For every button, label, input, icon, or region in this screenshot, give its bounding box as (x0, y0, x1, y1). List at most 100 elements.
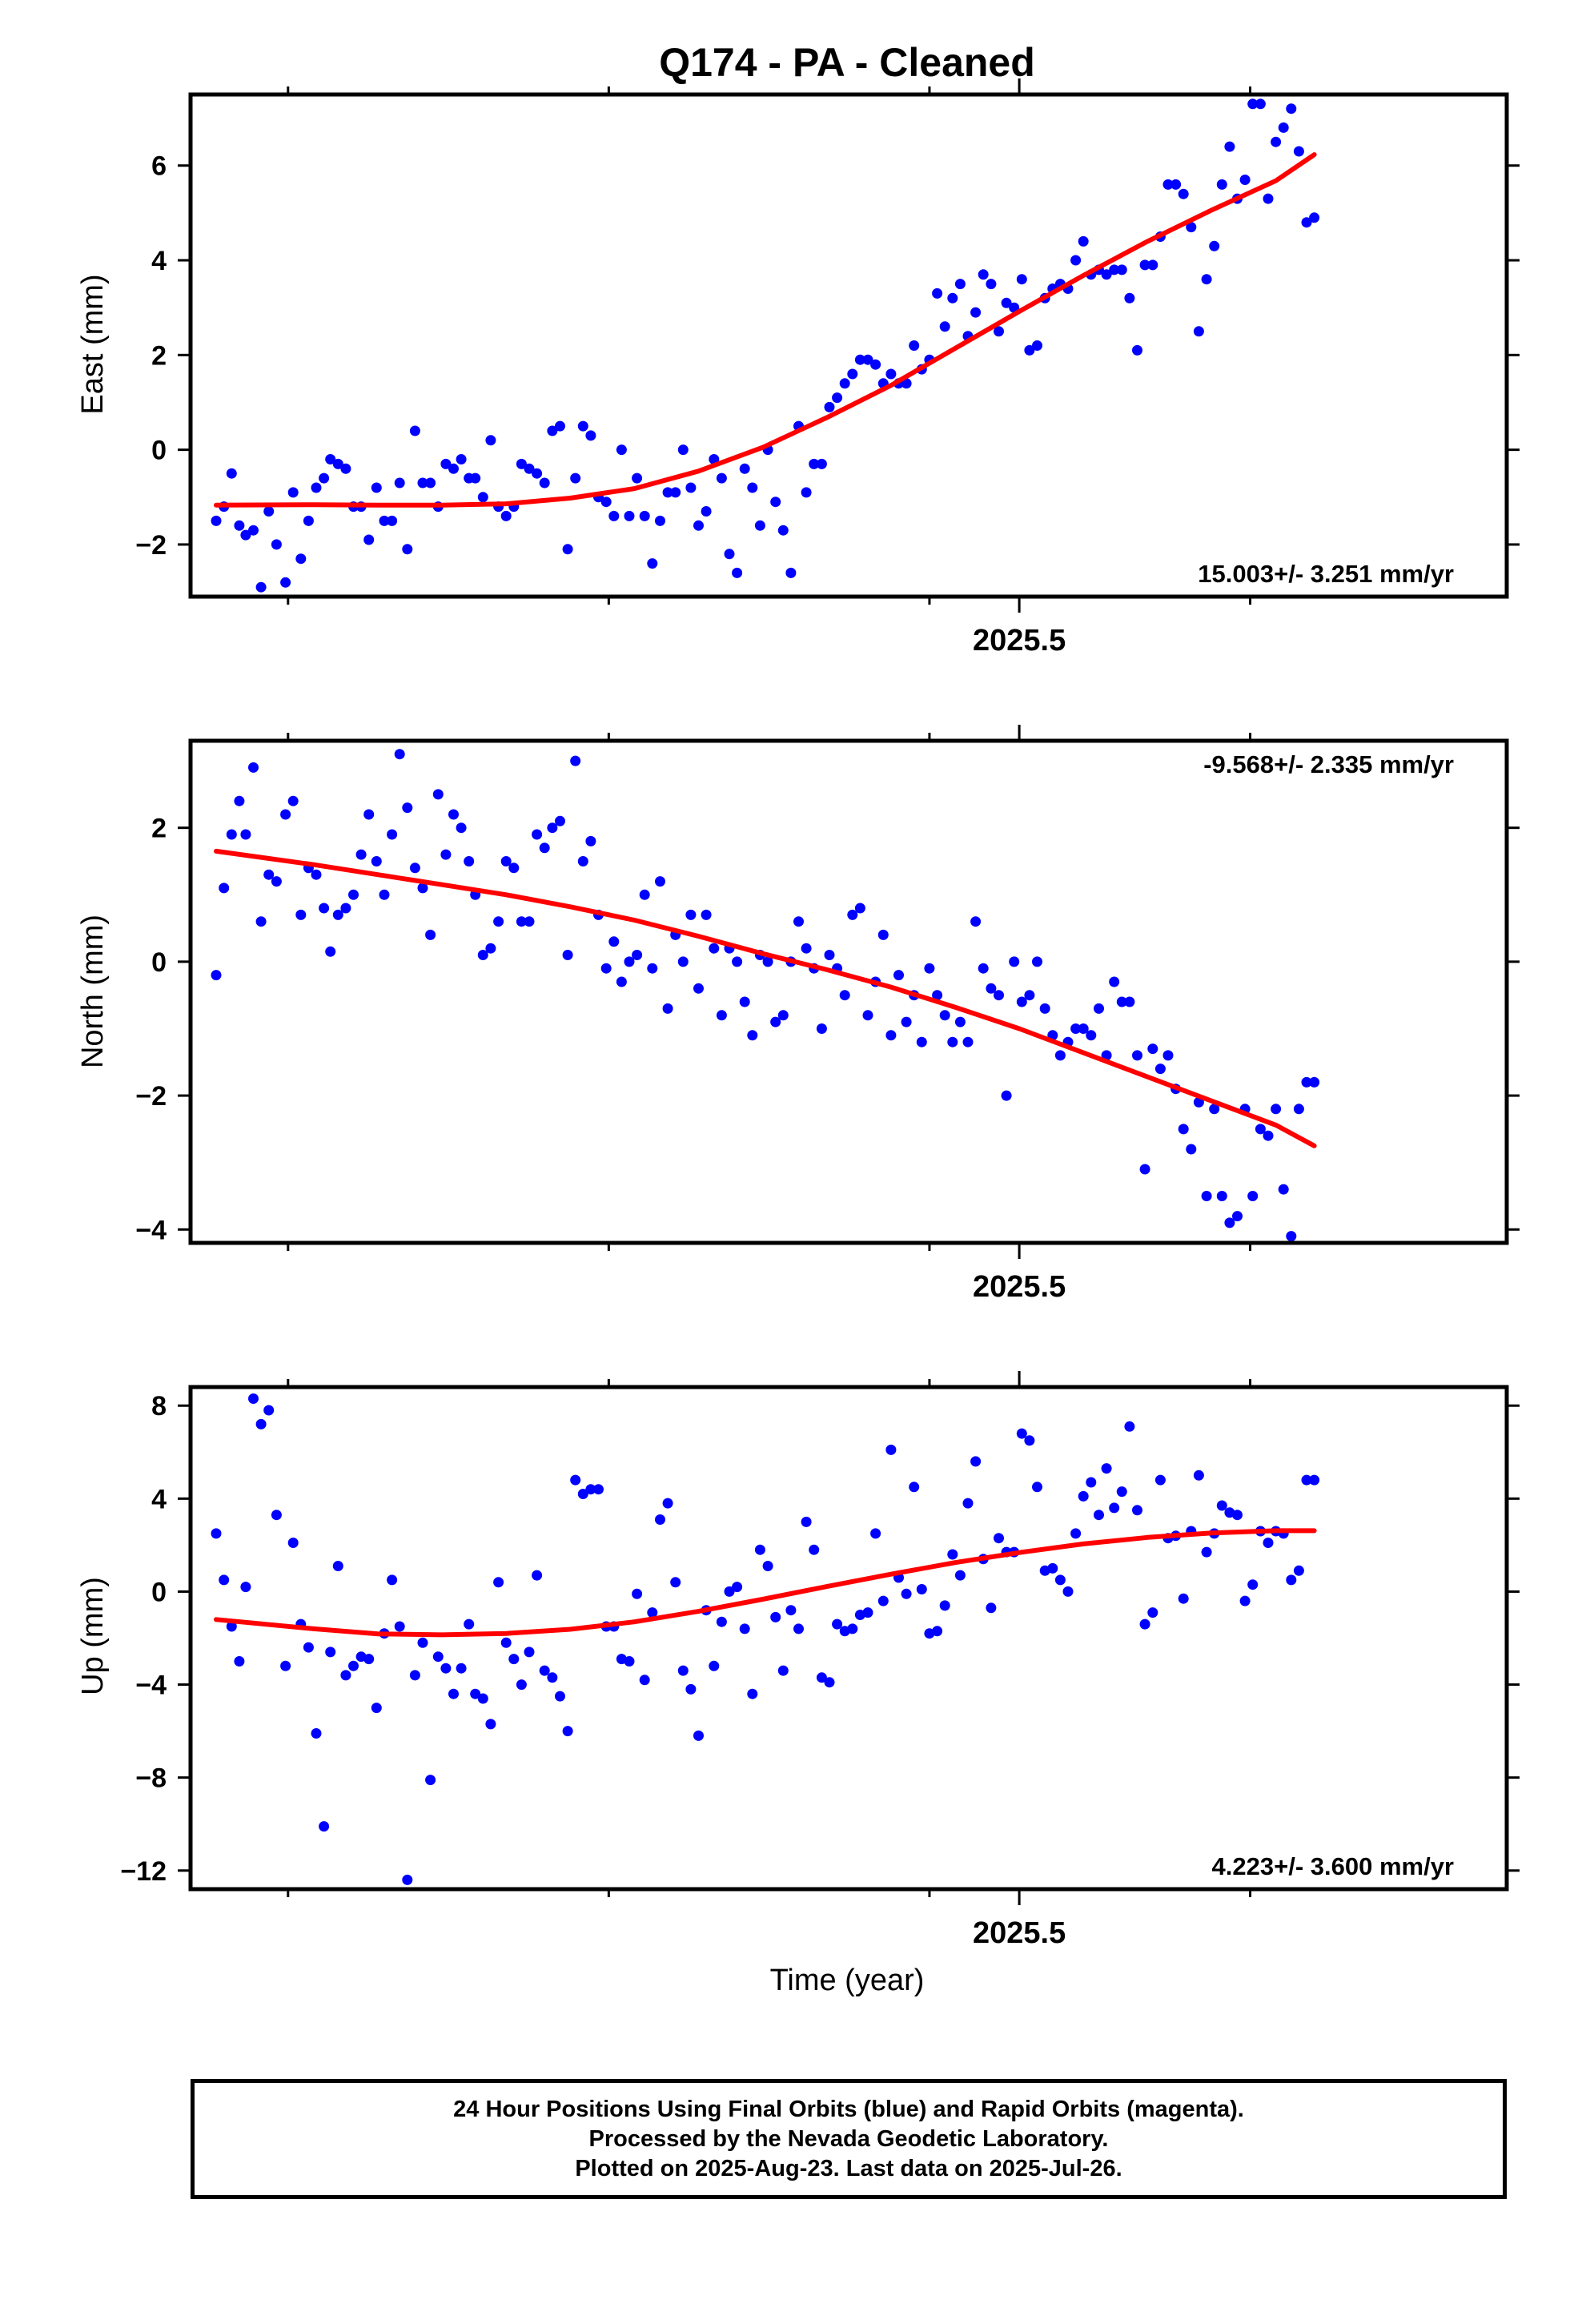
data-point (234, 1656, 245, 1667)
data-point (1132, 1050, 1142, 1061)
data-point (608, 510, 620, 521)
data-point (1232, 1211, 1243, 1222)
data-point (524, 463, 535, 474)
velocity-label: -9.568+/- 2.335 mm/yr (1203, 750, 1454, 778)
y-tick-label: 0 (151, 436, 167, 466)
data-point (670, 1577, 681, 1588)
data-point (608, 936, 620, 947)
data-point (1154, 1474, 1166, 1486)
data-point (432, 1651, 444, 1663)
y-axis-label: North (mm) (76, 915, 110, 1068)
data-point (371, 1703, 382, 1714)
data-point (1278, 1184, 1289, 1195)
data-point (916, 1036, 927, 1047)
data-point (1101, 1463, 1112, 1474)
data-point (303, 515, 314, 526)
footer-line-2: Processed by the Nevada Geodetic Laborat… (588, 2125, 1109, 2152)
data-point (319, 472, 330, 484)
panel-up: −12 −8 −4 0 4 8 2025.5 Up (mm) 4.223+/- 3.600 mm… (76, 1371, 1520, 1950)
velocity-label: 15.003+/- 3.251 mm/yr (1198, 560, 1454, 588)
data-point (862, 1010, 873, 1021)
data-point (1009, 956, 1020, 967)
data-point (1139, 1618, 1150, 1630)
data-point (1078, 235, 1089, 247)
data-point (832, 1618, 843, 1630)
data-point (632, 1588, 643, 1599)
x-tick-label: 2025.5 (973, 1916, 1066, 1950)
data-point (493, 1577, 504, 1588)
data-point (1209, 1104, 1220, 1115)
data-point (862, 1607, 873, 1618)
data-point (1116, 996, 1127, 1007)
data-point (1032, 340, 1042, 351)
data-point (448, 809, 459, 820)
data-point (932, 1626, 943, 1637)
y-tick-label: 0 (151, 947, 167, 978)
data-point (562, 950, 573, 960)
data-point (363, 1654, 375, 1665)
data-point (877, 929, 889, 940)
data-point (1271, 1104, 1282, 1115)
data-point (801, 487, 812, 498)
data-point (585, 1484, 596, 1495)
data-point (379, 515, 390, 526)
data-point (1016, 274, 1027, 285)
data-point (255, 581, 267, 593)
data-point (325, 946, 336, 957)
data-point (693, 1730, 704, 1741)
data-point (732, 567, 743, 578)
data-point (255, 1418, 267, 1429)
data-point (1186, 222, 1197, 233)
data-point (739, 996, 750, 1007)
data-point (901, 1016, 912, 1027)
data-point (1216, 1500, 1227, 1511)
data-point (847, 909, 858, 920)
data-point (500, 1637, 512, 1648)
footer-line-3: Plotted on 2025-Aug-23. Last data on 202… (575, 2155, 1122, 2181)
y-tick-label: −8 (135, 1763, 167, 1794)
data-point (877, 1595, 889, 1606)
data-point (1124, 292, 1135, 304)
data-point (348, 889, 359, 900)
y-tick-label: 2 (151, 340, 167, 371)
data-point (1263, 1130, 1274, 1141)
data-point (1024, 1435, 1035, 1446)
data-point (770, 1611, 781, 1622)
data-point (448, 463, 459, 474)
fit-line (214, 1528, 1317, 1638)
data-point (747, 1688, 758, 1699)
data-point (785, 1605, 797, 1616)
data-point (662, 1498, 673, 1509)
data-point (402, 802, 413, 814)
data-point (234, 520, 245, 531)
data-point (1078, 1490, 1089, 1502)
data-point (655, 1514, 665, 1525)
data-point (824, 1677, 835, 1688)
data-point (555, 815, 565, 826)
data-point (986, 1602, 997, 1614)
data-point (1047, 1562, 1058, 1574)
data-point (1132, 1505, 1142, 1516)
data-point (470, 1688, 481, 1699)
data-point (1086, 1477, 1097, 1488)
data-point (939, 1600, 950, 1611)
data-point (340, 463, 351, 474)
data-point (387, 515, 398, 526)
data-point (754, 520, 765, 531)
data-point (1263, 193, 1274, 204)
data-point (508, 862, 520, 874)
data-point (885, 368, 897, 380)
data-point (816, 458, 827, 469)
y-tick-label: −2 (135, 1081, 167, 1112)
data-point (1239, 1595, 1251, 1606)
data-point (240, 529, 251, 541)
data-point (685, 909, 697, 920)
data-point (662, 1003, 673, 1014)
data-point (870, 1528, 881, 1539)
data-point (570, 1474, 581, 1486)
data-point (716, 1616, 727, 1627)
data-point (1301, 1474, 1312, 1486)
y-axis-label: Up (mm) (76, 1577, 110, 1695)
data-point (1255, 1124, 1266, 1135)
data-point (440, 458, 452, 469)
